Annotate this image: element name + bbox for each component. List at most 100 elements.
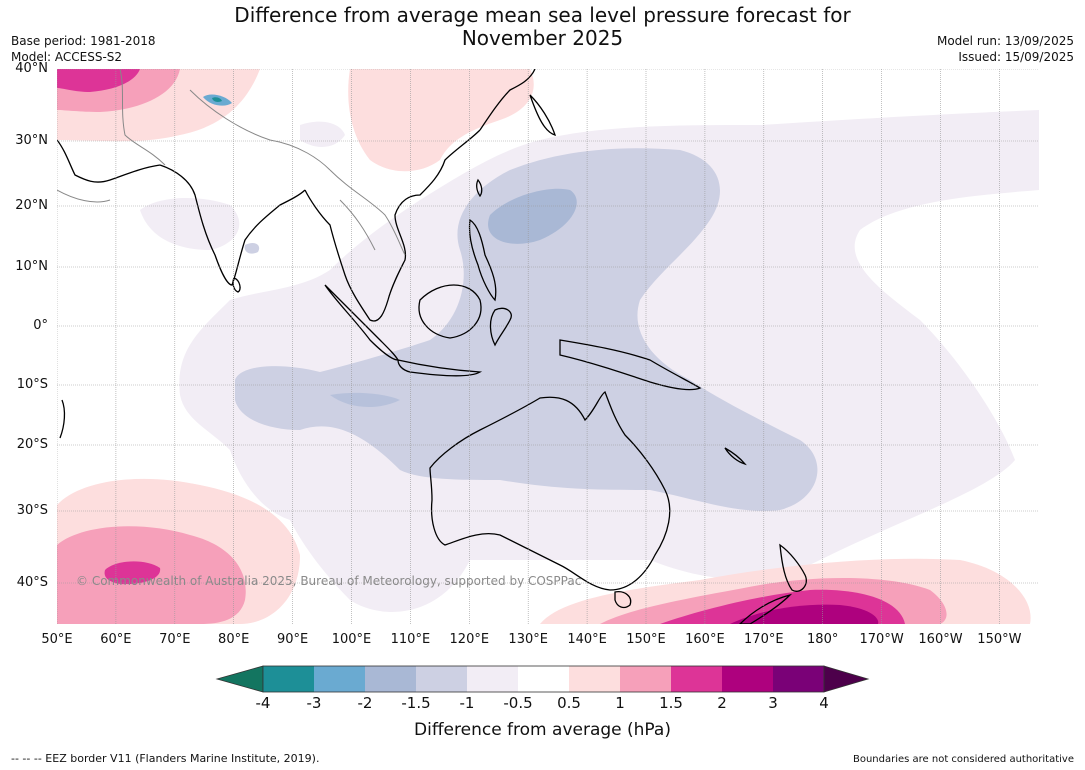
anomaly-plus-1.5-asia [57, 69, 140, 92]
longitude-label: 80°E [218, 632, 250, 647]
graticule [57, 69, 1039, 624]
longitude-label: 140°E [567, 632, 607, 647]
longitude-label: 50°E [41, 632, 73, 647]
colorbar-frame [262, 665, 825, 693]
border-asia-1 [119, 69, 166, 166]
coastline-srilanka [232, 277, 241, 293]
coastline-china [479, 69, 536, 131]
colorbar-segment [416, 666, 467, 692]
longitude-label: 170°E [744, 632, 784, 647]
longitude-label: 70°E [159, 632, 191, 647]
colorbar-label: Difference from average (hPa) [414, 720, 671, 740]
colorbar-tick-label: -0.5 [503, 694, 533, 712]
header-right: Model run: 13/09/2025 Issued: 15/09/2025 [937, 33, 1074, 65]
coastline-australia [429, 391, 671, 591]
anomaly-minus-1-bay [244, 242, 260, 254]
anomaly-minus-1-region [235, 148, 818, 511]
longitude-label: 150°E [626, 632, 666, 647]
coastline-seasia [304, 129, 481, 322]
colorbar-segment [773, 666, 824, 692]
coastline-sulawesi [489, 307, 512, 347]
latitude-label: 30°N [15, 133, 48, 148]
colorbar-segment [569, 666, 620, 692]
model-run-text: Model run: 13/09/2025 [936, 34, 1074, 48]
colorbar-tick-label: -1.5 [401, 694, 431, 712]
colorbar-tick-label: 1 [615, 694, 625, 712]
longitude-label: 150°W [977, 632, 1022, 647]
longitude-label: 90°E [276, 632, 309, 647]
colorbar-extend-high [823, 665, 870, 693]
coastline-nz-north [779, 543, 807, 592]
colorbar-segment [722, 666, 773, 692]
border-asia-3 [329, 169, 406, 256]
colorbar-segment [314, 666, 365, 692]
model-text: Model: ACCESS-S2 [11, 50, 123, 64]
colorbar-segment [365, 666, 416, 692]
latitude-label: 40°S [16, 575, 48, 590]
colorbar-tick-label: 3 [768, 694, 778, 712]
longitude-label: 180° [807, 632, 839, 647]
coastline-tasmania [614, 591, 632, 609]
coastline-japan [529, 94, 557, 136]
colorbar-tick-label: 4 [819, 694, 829, 712]
longitude-label: 100°E [331, 632, 372, 647]
coastlines [57, 69, 807, 624]
colorbar-tick-label: 1.5 [659, 694, 683, 712]
anomaly-minus-0.5-northpacific [300, 121, 345, 147]
colorbar-tick-label: -3 [306, 694, 322, 712]
colorbar-tick-label: -2 [357, 694, 373, 712]
latitude-label: 20°N [15, 198, 48, 213]
coastline-nz-south [739, 593, 793, 624]
anomaly-minus-4-tibet [212, 97, 222, 102]
latitude-label: 10°S [16, 377, 48, 392]
coastline-taiwan [476, 178, 483, 198]
issued-text: Issued: 15/09/2025 [958, 50, 1074, 64]
latitude-label: 20°S [16, 437, 48, 452]
copyright-text: © Commonwealth of Australia 2025, Bureau… [76, 574, 582, 588]
anomaly-minus-1.5-south [330, 392, 400, 407]
map-area [57, 69, 1039, 624]
latitude-label: 0° [33, 318, 48, 333]
coastline-philippines [468, 218, 497, 302]
coastline-java [397, 359, 483, 377]
border-asia-4 [339, 199, 376, 251]
colorbar-tick-label: 0.5 [557, 694, 581, 712]
eez-legend: -- -- -- EEZ border V11 (Flanders Marine… [11, 752, 320, 765]
coastline-borneo [418, 284, 482, 339]
anomaly-minus-1.5-philippines [488, 188, 577, 244]
colorbar-segment [467, 666, 518, 692]
colorbar-extend-low [215, 665, 264, 693]
longitude-label: 160°W [918, 632, 963, 647]
anomaly-plus-2-southeast [730, 604, 879, 624]
map-title: Difference from average mean sea level p… [0, 4, 1085, 50]
colorbar-tick-label: -1 [459, 694, 475, 712]
latitude-label: 10°N [15, 259, 48, 274]
header-left: Base period: 1981-2018 Model: ACCESS-S2 [11, 33, 156, 65]
boundaries-note: Boundaries are not considered authoritat… [852, 754, 1074, 765]
coastline-india [159, 164, 306, 286]
longitude-label: 120°E [449, 632, 490, 647]
longitude-label: 170°W [859, 632, 904, 647]
colorbar-segment [620, 666, 671, 692]
coastline-madagascar [59, 399, 66, 439]
colorbar [215, 665, 870, 693]
longitude-label: 130°E [508, 632, 548, 647]
longitude-label: 60°E [100, 632, 132, 647]
anomaly-plus-1.5-southwest [104, 561, 161, 585]
latitude-label: 30°S [16, 503, 48, 518]
base-period-text: Base period: 1981-2018 [11, 34, 156, 48]
colorbar-tick-label: -4 [255, 694, 271, 712]
latitude-label: 40°N [15, 61, 48, 76]
colorbar-segment [263, 666, 314, 692]
anomaly-plus-0.5-neasia [348, 69, 534, 172]
border-arabia [57, 189, 111, 203]
longitude-label: 160°E [685, 632, 725, 647]
coastline-newcaledonia [724, 447, 747, 466]
coastline-png [559, 339, 702, 391]
anomaly-minus-0.5-india [140, 198, 240, 250]
title-line-1: Difference from average mean sea level p… [234, 3, 851, 27]
borders [57, 69, 406, 256]
coastline-arabia [57, 139, 161, 183]
colorbar-segment [671, 666, 722, 692]
